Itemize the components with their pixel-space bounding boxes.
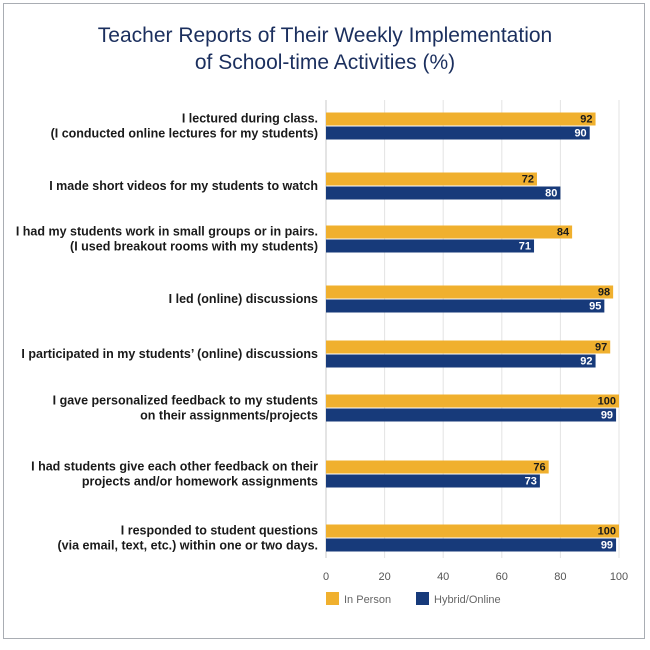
bar-in-person xyxy=(326,524,619,538)
data-label: 98 xyxy=(598,287,610,299)
legend-swatch xyxy=(416,592,429,605)
data-label: 84 xyxy=(557,227,570,239)
data-label: 95 xyxy=(589,301,601,313)
category-label: I gave personalized feedback to my stude… xyxy=(53,394,318,423)
data-label: 72 xyxy=(522,174,534,186)
bar-in-person xyxy=(326,394,619,408)
category-label: I led (online) discussions xyxy=(169,292,318,306)
data-label: 71 xyxy=(519,241,531,253)
x-tick-label: 80 xyxy=(554,571,566,583)
bar-hybrid-online xyxy=(326,299,605,313)
bar-in-person xyxy=(326,225,573,239)
bar-hybrid-online xyxy=(326,126,590,140)
data-label: 73 xyxy=(525,476,537,488)
legend-label: Hybrid/Online xyxy=(434,594,501,606)
category-label: I lectured during class. (I conducted onl… xyxy=(51,112,318,141)
x-tick-label: 60 xyxy=(496,571,508,583)
data-label: 100 xyxy=(598,396,616,408)
bar-hybrid-online xyxy=(326,239,535,253)
bar-in-person xyxy=(326,460,549,474)
data-label: 97 xyxy=(595,342,607,354)
category-label: I had students give each other feedback … xyxy=(31,460,318,489)
legend-swatch xyxy=(326,592,339,605)
data-label: 80 xyxy=(545,188,557,200)
bar-hybrid-online xyxy=(326,408,617,422)
bar-hybrid-online xyxy=(326,354,596,368)
chart-title-line-2: of School-time Activities (%) xyxy=(194,51,456,74)
x-tick-label: 100 xyxy=(610,571,628,583)
bar-hybrid-online xyxy=(326,538,617,552)
category-label: I had my students work in small groups o… xyxy=(16,225,318,254)
chart-title: Teacher Reports of Their Weekly Implemen… xyxy=(0,22,650,76)
bar-hybrid-online xyxy=(326,474,540,488)
category-label: I made short videos for my students to w… xyxy=(49,179,318,193)
data-label: 92 xyxy=(580,356,592,368)
data-label: 100 xyxy=(598,526,616,538)
data-label: 99 xyxy=(601,540,613,552)
x-tick-label: 0 xyxy=(323,571,329,583)
legend-label: In Person xyxy=(344,594,391,606)
data-label: 92 xyxy=(580,114,592,126)
bar-hybrid-online xyxy=(326,186,561,200)
bar-in-person xyxy=(326,112,596,126)
data-label: 99 xyxy=(601,410,613,422)
data-label: 76 xyxy=(533,462,545,474)
category-label: I participated in my students’ (online) … xyxy=(21,347,318,361)
chart-title-line-1: Teacher Reports of Their Weekly Implemen… xyxy=(97,24,553,47)
bar-in-person xyxy=(326,172,537,186)
data-label: 90 xyxy=(574,128,586,140)
x-tick-label: 20 xyxy=(378,571,390,583)
category-label: I responded to student questions (via ema… xyxy=(58,524,319,553)
x-tick-label: 40 xyxy=(437,571,449,583)
bar-in-person xyxy=(326,340,611,354)
bar-in-person xyxy=(326,285,614,299)
